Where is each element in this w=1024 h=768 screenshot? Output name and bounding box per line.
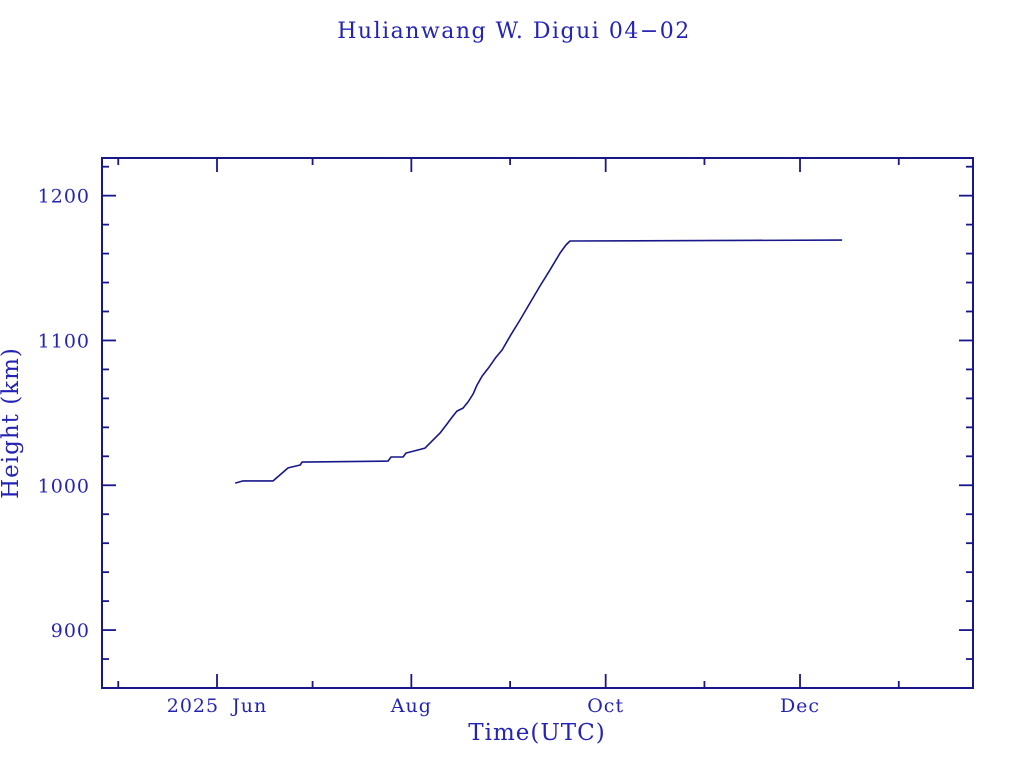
height-data-line [234, 239, 843, 484]
y-tick-label: 1200 [38, 186, 90, 208]
x-tick-label: 2025 Jun [167, 695, 267, 717]
y-tick-label: 900 [51, 620, 90, 642]
y-axis-title: Height (km) [0, 347, 24, 499]
axis-tick-labels: 2025 Jun Aug Oct Dec 900 1000 1100 1200 [38, 186, 820, 717]
y-tick-label: 1000 [38, 475, 90, 497]
x-tick-label: Aug [390, 695, 432, 717]
x-axis-title: Time(UTC) [468, 720, 605, 746]
x-tick-label: Oct [587, 695, 624, 717]
x-tick-label: Dec [780, 695, 820, 717]
y-tick-label: 1100 [38, 330, 90, 352]
axis-ticks [102, 158, 973, 688]
plot-frame [101, 157, 974, 689]
chart-title: Hulianwang W. Digui 04−02 [337, 19, 691, 44]
